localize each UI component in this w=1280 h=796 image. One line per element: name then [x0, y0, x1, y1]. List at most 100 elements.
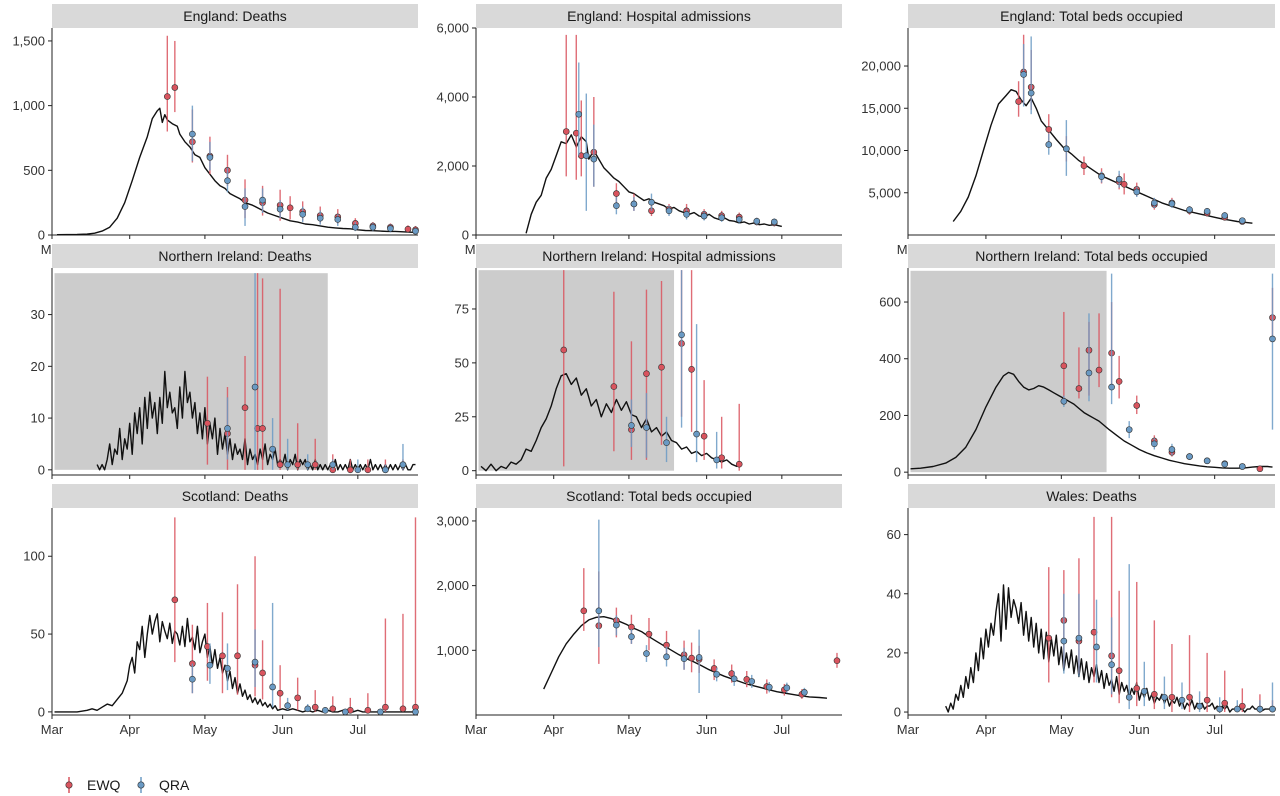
data-point — [347, 466, 354, 474]
panel-strip — [476, 244, 842, 268]
data-point — [1133, 402, 1141, 409]
data-point — [387, 225, 394, 232]
panel-title: Scotland: Deaths — [182, 488, 289, 504]
data-point — [1203, 696, 1211, 704]
data-point — [399, 461, 407, 468]
data-point — [1168, 446, 1176, 453]
data-point — [643, 370, 650, 377]
data-point — [683, 211, 690, 218]
data-point — [590, 155, 598, 163]
data-point — [735, 460, 743, 468]
data-point — [1120, 181, 1128, 188]
data-point — [354, 466, 362, 474]
data-point — [1239, 217, 1246, 224]
data-point — [284, 461, 291, 468]
data-point — [630, 200, 638, 208]
data-point — [259, 669, 266, 677]
data-point — [304, 705, 311, 713]
y-tick-label: 75 — [455, 301, 469, 316]
x-tick-label: Mar — [897, 722, 920, 737]
panel-strip — [908, 244, 1275, 268]
panel-strip — [476, 4, 842, 28]
y-tick-label: 20 — [887, 645, 901, 660]
data-point — [241, 203, 249, 210]
data-point — [241, 404, 249, 412]
shaded-region — [478, 270, 675, 471]
shaded-region — [910, 270, 1107, 473]
data-point — [688, 366, 695, 373]
data-point — [680, 655, 688, 663]
data-point — [610, 383, 618, 390]
data-point — [833, 657, 841, 664]
data-point — [1203, 208, 1211, 215]
data-point — [1125, 693, 1133, 701]
x-tick-label: Jul — [774, 722, 791, 737]
data-point — [1168, 693, 1176, 701]
panel-england-hospital-admissions: England: Hospital admissions 0 2,000 4,000 6… — [436, 4, 842, 257]
y-tick-label: 5,000 — [868, 185, 901, 200]
panel-scotland-deaths: Scotland: Deaths 0 50 100 Mar Apr May Jun Jul — [23, 484, 419, 737]
data-point — [693, 430, 700, 438]
panel-title: Northern Ireland: Deaths — [158, 248, 311, 264]
panel-northern-ireland-total-beds-occupied: Northern Ireland: Total beds occupied 0 20… — [879, 244, 1276, 480]
y-tick-label: 0 — [462, 228, 469, 243]
panel-scotland-total-beds-occupied: Scotland: Total beds occupied 1,000 2,000 3… — [436, 484, 842, 737]
data-point — [294, 461, 301, 468]
x-tick-label: Jul — [1206, 722, 1223, 737]
data-point — [1221, 699, 1229, 707]
data-point — [377, 708, 384, 716]
y-tick-label: 2,000 — [436, 578, 469, 593]
data-point — [783, 684, 791, 692]
data-point — [189, 675, 196, 683]
observed-line — [910, 371, 1273, 470]
panel-strip — [52, 484, 418, 508]
data-point — [645, 630, 653, 638]
x-tick-label: Apr — [544, 722, 565, 737]
data-point — [1063, 145, 1070, 153]
data-point — [753, 217, 761, 225]
observed-line — [525, 134, 782, 234]
y-tick-label: 15,000 — [861, 101, 901, 116]
data-point — [1085, 369, 1093, 377]
data-point — [269, 683, 276, 691]
series-ewq — [560, 270, 743, 471]
observed-line — [952, 88, 1253, 224]
data-point — [713, 670, 720, 678]
data-point — [276, 205, 284, 213]
data-point — [1098, 173, 1105, 181]
x-tick-label: May — [1049, 722, 1074, 737]
panel-strip — [908, 4, 1275, 28]
legend-qra-label: QRA — [159, 777, 190, 793]
series-qra — [575, 62, 778, 226]
data-point — [1045, 126, 1053, 133]
panel-northern-ireland-deaths: Northern Ireland: Deaths 0 10 20 30 — [31, 244, 418, 479]
data-point — [286, 204, 294, 212]
y-tick-label: 0 — [38, 704, 45, 719]
data-point — [171, 84, 179, 91]
y-tick-label: 1,000 — [436, 643, 469, 658]
data-point — [643, 650, 650, 657]
y-tick-label: 0 — [38, 228, 45, 243]
series-ewq — [1015, 34, 1246, 225]
panel-title: Scotland: Total beds occupied — [566, 488, 752, 504]
data-point — [1151, 199, 1158, 207]
data-point — [1027, 89, 1035, 97]
data-point — [294, 694, 301, 702]
legend-ewq-label: EWQ — [87, 777, 121, 793]
panel-northern-ireland-hospital-admissions: Northern Ireland: Hospital admissions 0 25… — [455, 244, 842, 479]
data-point — [189, 130, 196, 138]
y-tick-label: 50 — [31, 627, 45, 642]
data-point — [1161, 693, 1168, 701]
data-point — [404, 225, 412, 233]
data-point — [321, 707, 329, 714]
y-tick-label: 400 — [879, 351, 901, 366]
data-point — [1115, 175, 1123, 183]
data-point — [259, 425, 266, 432]
data-point — [1196, 702, 1203, 710]
data-point — [1095, 366, 1103, 374]
data-point — [412, 708, 419, 716]
data-point — [1221, 460, 1229, 468]
data-point — [1060, 397, 1068, 405]
observed-line — [480, 373, 743, 472]
data-point — [613, 621, 620, 629]
